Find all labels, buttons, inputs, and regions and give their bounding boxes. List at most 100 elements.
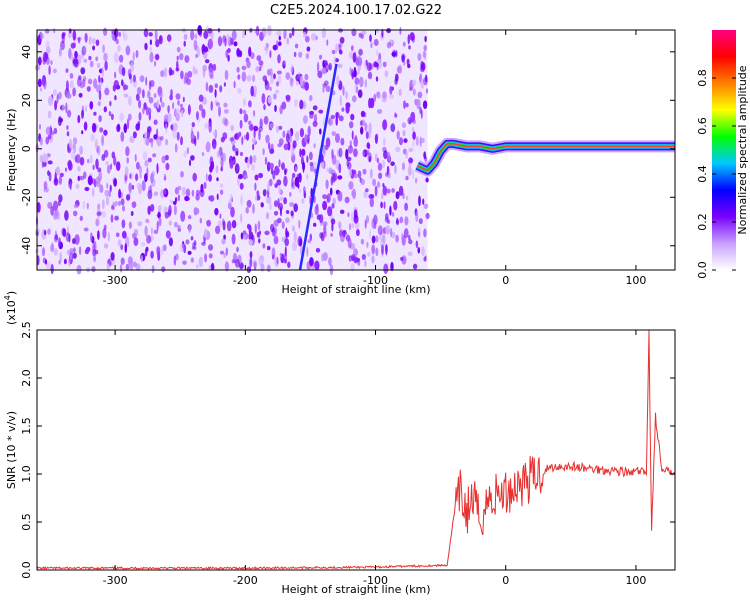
noise-speckle [81, 49, 84, 59]
noise-speckle [345, 91, 348, 100]
noise-speckle [202, 68, 206, 78]
noise-speckle [365, 149, 370, 155]
noise-speckle [395, 50, 398, 58]
noise-speckle [184, 55, 190, 63]
noise-speckle [73, 204, 79, 209]
noise-speckle [419, 136, 422, 147]
noise-speckle [190, 155, 195, 161]
noise-speckle [113, 156, 117, 166]
noise-speckle [78, 92, 83, 98]
noise-speckle [44, 28, 50, 34]
noise-speckle [186, 78, 192, 86]
noise-speckle [335, 133, 340, 144]
noise-speckle [276, 256, 279, 265]
noise-speckle [68, 257, 71, 268]
noise-speckle [41, 247, 46, 257]
noise-speckle [64, 210, 69, 221]
noise-speckle [401, 122, 407, 129]
noise-speckle [417, 247, 421, 254]
noise-speckle [149, 39, 152, 46]
noise-speckle [423, 151, 427, 160]
noise-speckle [326, 167, 329, 173]
noise-speckle [107, 231, 110, 242]
noise-speckle [117, 123, 120, 130]
noise-speckle [253, 110, 256, 117]
noise-speckle [133, 228, 139, 237]
noise-speckle [106, 182, 109, 189]
noise-speckle [395, 146, 401, 153]
noise-speckle [190, 236, 194, 241]
noise-speckle [423, 203, 429, 209]
noise-speckle [85, 246, 91, 252]
noise-speckle [354, 77, 360, 85]
noise-speckle [268, 196, 272, 205]
noise-speckle [205, 173, 208, 182]
noise-speckle [128, 186, 132, 196]
snr-multiplier-label: (x104) [3, 291, 18, 325]
noise-speckle [113, 52, 119, 64]
noise-speckle [325, 179, 329, 190]
noise-speckle [44, 259, 48, 265]
noise-speckle [388, 94, 395, 99]
noise-speckle [186, 188, 190, 194]
noise-speckle [375, 247, 379, 257]
noise-speckle [423, 257, 427, 262]
noise-speckle [339, 49, 343, 55]
noise-speckle [136, 182, 142, 190]
noise-speckle [201, 152, 205, 157]
noise-speckle [269, 86, 272, 92]
noise-speckle [195, 53, 199, 59]
noise-speckle [283, 29, 287, 40]
noise-speckle [378, 172, 383, 180]
noise-speckle [59, 172, 64, 178]
noise-speckle [184, 195, 189, 202]
noise-speckle [423, 45, 427, 52]
noise-speckle [185, 239, 190, 245]
noise-speckle [208, 265, 212, 271]
noise-speckle [156, 213, 161, 218]
noise-speckle [144, 159, 149, 167]
noise-speckle [328, 117, 334, 126]
noise-speckle [401, 234, 406, 246]
noise-speckle [313, 113, 318, 123]
noise-speckle [364, 260, 367, 268]
noise-speckle [317, 70, 323, 79]
noise-speckle [58, 91, 62, 100]
noise-speckle [377, 225, 383, 236]
noise-speckle [110, 214, 114, 223]
noise-speckle [412, 263, 418, 270]
noise-speckle [77, 77, 82, 87]
noise-speckle [303, 115, 308, 124]
noise-speckle [53, 28, 56, 34]
noise-speckle [69, 181, 72, 191]
noise-speckle [72, 144, 75, 150]
y-tick-label: 1.5 [20, 417, 33, 435]
noise-speckle [69, 80, 74, 89]
noise-speckle [214, 83, 218, 88]
noise-speckle [148, 32, 153, 37]
noise-speckle-field [35, 25, 430, 276]
noise-speckle [366, 241, 369, 248]
noise-speckle [264, 230, 270, 236]
noise-speckle [404, 216, 409, 226]
noise-speckle [391, 51, 397, 57]
noise-speckle [36, 202, 41, 213]
noise-speckle [404, 202, 408, 211]
noise-speckle [58, 117, 64, 123]
noise-speckle [385, 172, 389, 177]
noise-speckle [290, 210, 294, 217]
noise-speckle [136, 87, 142, 95]
noise-speckle [274, 165, 280, 176]
colorbar-tick-label: 0.4 [696, 165, 709, 183]
noise-speckle [198, 256, 204, 268]
noise-speckle [113, 80, 119, 89]
noise-speckle [265, 44, 268, 55]
noise-speckle [45, 153, 49, 164]
noise-speckle [356, 85, 359, 94]
noise-speckle [212, 143, 216, 150]
noise-speckle [140, 242, 146, 247]
noise-speckle [52, 200, 59, 212]
noise-speckle [403, 100, 406, 109]
noise-speckle [72, 29, 77, 41]
